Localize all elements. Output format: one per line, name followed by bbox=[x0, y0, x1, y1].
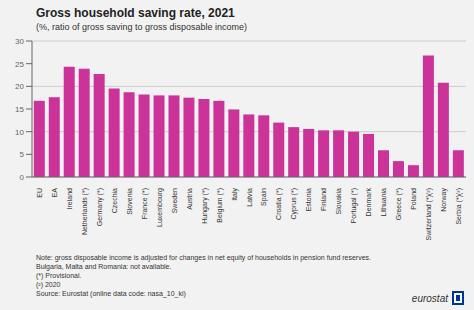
svg-text:Germany (*): Germany (*) bbox=[96, 188, 104, 226]
svg-text:Norway: Norway bbox=[440, 188, 448, 212]
svg-text:Portugal (*): Portugal (*) bbox=[350, 188, 358, 223]
svg-text:Croatia (*): Croatia (*) bbox=[275, 188, 283, 220]
svg-text:Switzerland (*)(²): Switzerland (*)(²) bbox=[425, 188, 433, 241]
svg-text:Belgium (*): Belgium (*) bbox=[216, 188, 224, 223]
svg-text:Poland: Poland bbox=[410, 188, 417, 210]
svg-text:0: 0 bbox=[20, 173, 25, 182]
svg-text:5: 5 bbox=[20, 150, 25, 159]
svg-text:Greece (*): Greece (*) bbox=[395, 188, 403, 220]
svg-text:Serbia (*)(²): Serbia (*)(²) bbox=[455, 188, 463, 225]
html-text:eurostat: eurostat bbox=[411, 292, 448, 304]
svg-text:10: 10 bbox=[15, 128, 24, 137]
svg-text:Spain: Spain bbox=[260, 188, 268, 206]
svg-text:Slovakia: Slovakia bbox=[335, 188, 342, 215]
svg-text:15: 15 bbox=[15, 105, 24, 114]
html-text:Note: gross disposable income: Note: gross disposable income is adjuste… bbox=[36, 254, 371, 261]
svg-text:EA: EA bbox=[51, 188, 58, 198]
svg-text:30: 30 bbox=[15, 37, 24, 46]
svg-text:EU: EU bbox=[36, 188, 43, 198]
svg-text:Lithuania: Lithuania bbox=[380, 188, 387, 217]
svg-text:Cyprus (*): Cyprus (*) bbox=[290, 188, 298, 220]
svg-text:Finland: Finland bbox=[320, 188, 327, 211]
svg-text:Hungary (*): Hungary (*) bbox=[201, 188, 209, 224]
html-text:(*) Provisional.: (*) Provisional. bbox=[36, 272, 82, 279]
svg-text:Estonia: Estonia bbox=[305, 188, 312, 211]
html-text:Bulgaria, Malta and Romania: n: Bulgaria, Malta and Romania: not availab… bbox=[36, 263, 172, 270]
svg-text:Sweden: Sweden bbox=[171, 188, 178, 213]
svg-text:Czechia: Czechia bbox=[111, 188, 118, 213]
svg-text:Luxembourg: Luxembourg bbox=[156, 188, 164, 227]
html-text:(²) 2020: (²) 2020 bbox=[36, 281, 61, 288]
svg-text:Austria: Austria bbox=[186, 188, 193, 210]
svg-text:25: 25 bbox=[15, 60, 24, 69]
svg-text:Ireland: Ireland bbox=[66, 188, 73, 210]
svg-text:Netherlands (*): Netherlands (*) bbox=[81, 188, 89, 235]
svg-text:France (*): France (*) bbox=[141, 188, 149, 219]
svg-text:Latvia: Latvia bbox=[246, 188, 253, 207]
html-text:(%, ratio of gross saving to g: (%, ratio of gross saving to gross dispo… bbox=[36, 22, 248, 32]
svg-text:20: 20 bbox=[15, 82, 24, 91]
html-text:Source: Eurostat (online data: Source: Eurostat (online data code: nasa… bbox=[36, 290, 186, 297]
svg-text:Slovenia: Slovenia bbox=[126, 188, 133, 215]
html-text:Gross household saving rate, 2: Gross household saving rate, 2021 bbox=[36, 6, 235, 20]
svg-text:Italy: Italy bbox=[231, 188, 239, 201]
svg-text:Denmark: Denmark bbox=[365, 188, 372, 217]
